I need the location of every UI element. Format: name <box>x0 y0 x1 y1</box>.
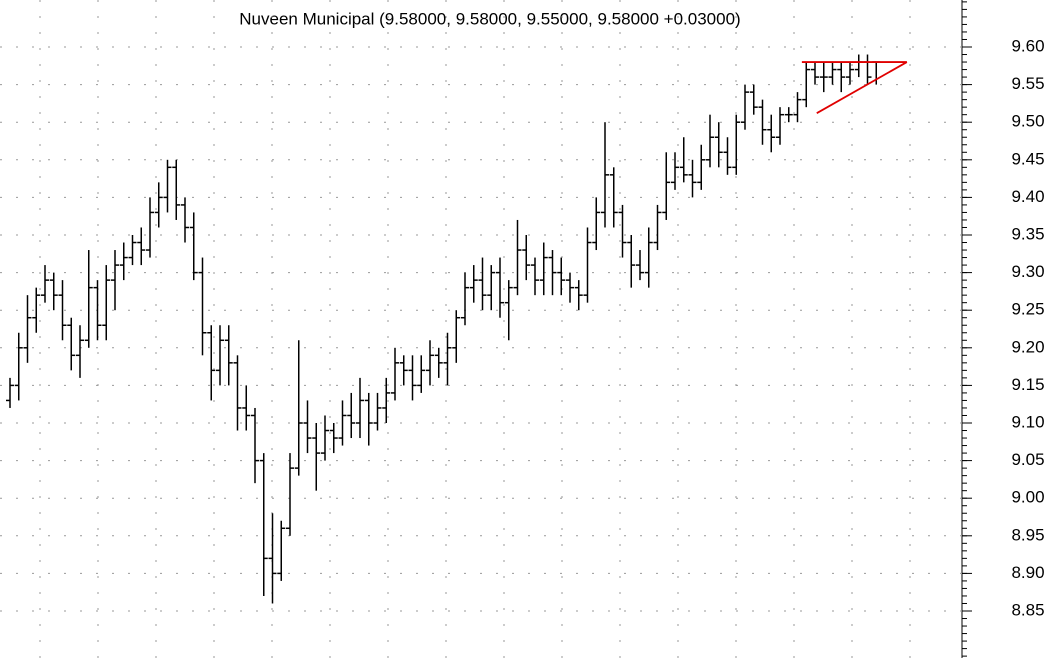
y-tick-label: 9.25 <box>1011 300 1044 319</box>
y-tick-label: 9.35 <box>1011 224 1044 243</box>
y-tick-label: 9.50 <box>1011 112 1044 131</box>
y-tick-label: 9.10 <box>1011 412 1044 431</box>
y-tick-label: 8.95 <box>1011 525 1044 544</box>
trendline <box>816 61 908 114</box>
y-tick-label: 9.30 <box>1011 262 1044 281</box>
chart-title: Nuveen Municipal (9.58000, 9.58000, 9.55… <box>239 9 740 28</box>
y-tick-label: 9.40 <box>1011 187 1044 206</box>
y-tick-label: 9.20 <box>1011 337 1044 356</box>
y-tick-label: 8.90 <box>1011 563 1044 582</box>
y-tick-label: 9.05 <box>1011 450 1044 469</box>
y-tick-label: 9.15 <box>1011 375 1044 394</box>
y-tick-label: 9.55 <box>1011 74 1044 93</box>
y-tick-label: 9.45 <box>1011 149 1044 168</box>
y-tick-label: 8.85 <box>1011 600 1044 619</box>
y-tick-label: 9.00 <box>1011 488 1044 507</box>
y-tick-label: 9.60 <box>1011 36 1044 55</box>
